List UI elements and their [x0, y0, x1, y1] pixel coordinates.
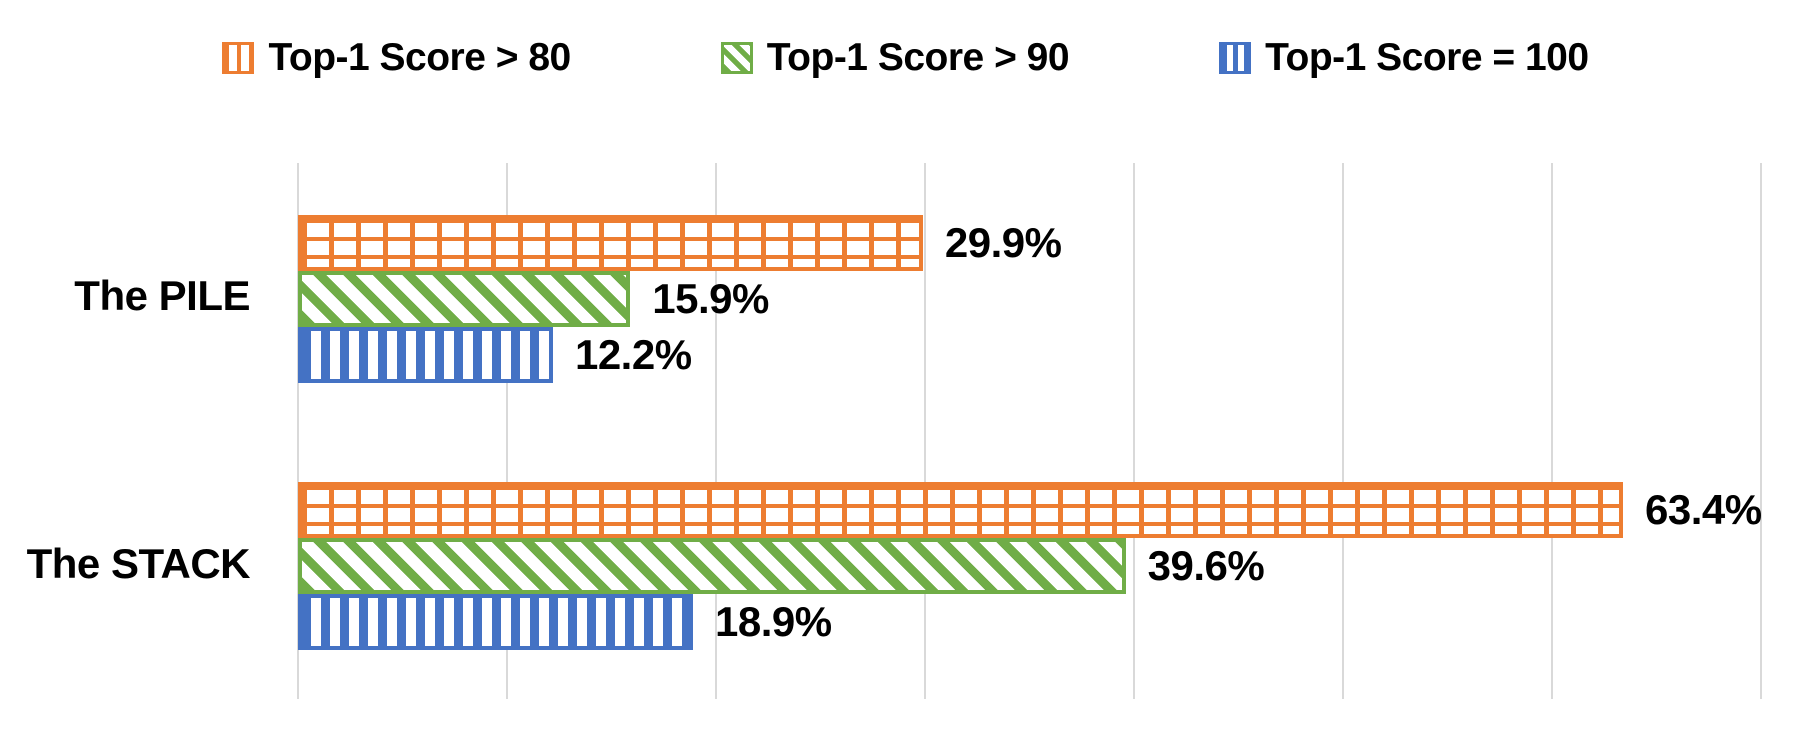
gridline-40 — [1133, 163, 1135, 699]
bar-value-label: 12.2% — [574, 331, 692, 378]
gridline-70 — [1760, 163, 1762, 699]
bar-value-label: 15.9% — [652, 275, 769, 322]
bar-the-stack-top-1-score-90: 39.6% — [298, 538, 1265, 594]
gridline-60 — [1551, 163, 1553, 699]
legend-item-top1-score-gt-80: Top-1 Score > 80 — [222, 36, 571, 80]
bar-the-pile-top-1-score-80: 29.9% — [298, 215, 1062, 271]
legend-swatch-diagonal-pattern — [720, 42, 753, 74]
legend-label: Top-1 Score > 90 — [766, 36, 1070, 79]
category-label-the-pile: The PILE — [74, 272, 250, 319]
bar-value-label: 29.9% — [944, 219, 1062, 266]
legend-item-top1-score-eq-100: Top-1 Score = 100 — [1219, 36, 1589, 80]
gridline-0 — [297, 163, 299, 699]
bar-the-pile-top-1-score-100: 12.2% — [298, 327, 692, 383]
bar-the-pile-top-1-score-90: 15.9% — [298, 271, 769, 327]
bar-value-label: 18.9% — [715, 598, 832, 645]
gridline-50 — [1342, 163, 1344, 699]
gridline-20 — [715, 163, 717, 699]
legend: Top-1 Score > 80 Top-1 Score > 90 Top-1 … — [0, 36, 1811, 80]
legend-swatch-vertical-pattern — [1219, 42, 1252, 74]
bar-value-label: 63.4% — [1645, 486, 1762, 533]
category-label-the-stack: The STACK — [26, 540, 251, 587]
bar-the-stack-top-1-score-80: 63.4% — [298, 482, 1762, 538]
legend-swatch-grid-pattern — [222, 42, 255, 74]
bar-the-stack-top-1-score-100: 18.9% — [298, 594, 832, 650]
bar-value-label: 39.6% — [1147, 542, 1265, 589]
legend-item-top1-score-gt-90: Top-1 Score > 90 — [720, 36, 1070, 80]
legend-label: Top-1 Score = 100 — [1265, 36, 1589, 79]
gridline-30 — [924, 163, 926, 699]
plot-area: 29.9% 15.9% 12.2% 63.4% 39.6% 18.9% — [297, 163, 1762, 699]
gridline-10 — [506, 163, 508, 699]
legend-label: Top-1 Score > 80 — [268, 36, 571, 79]
